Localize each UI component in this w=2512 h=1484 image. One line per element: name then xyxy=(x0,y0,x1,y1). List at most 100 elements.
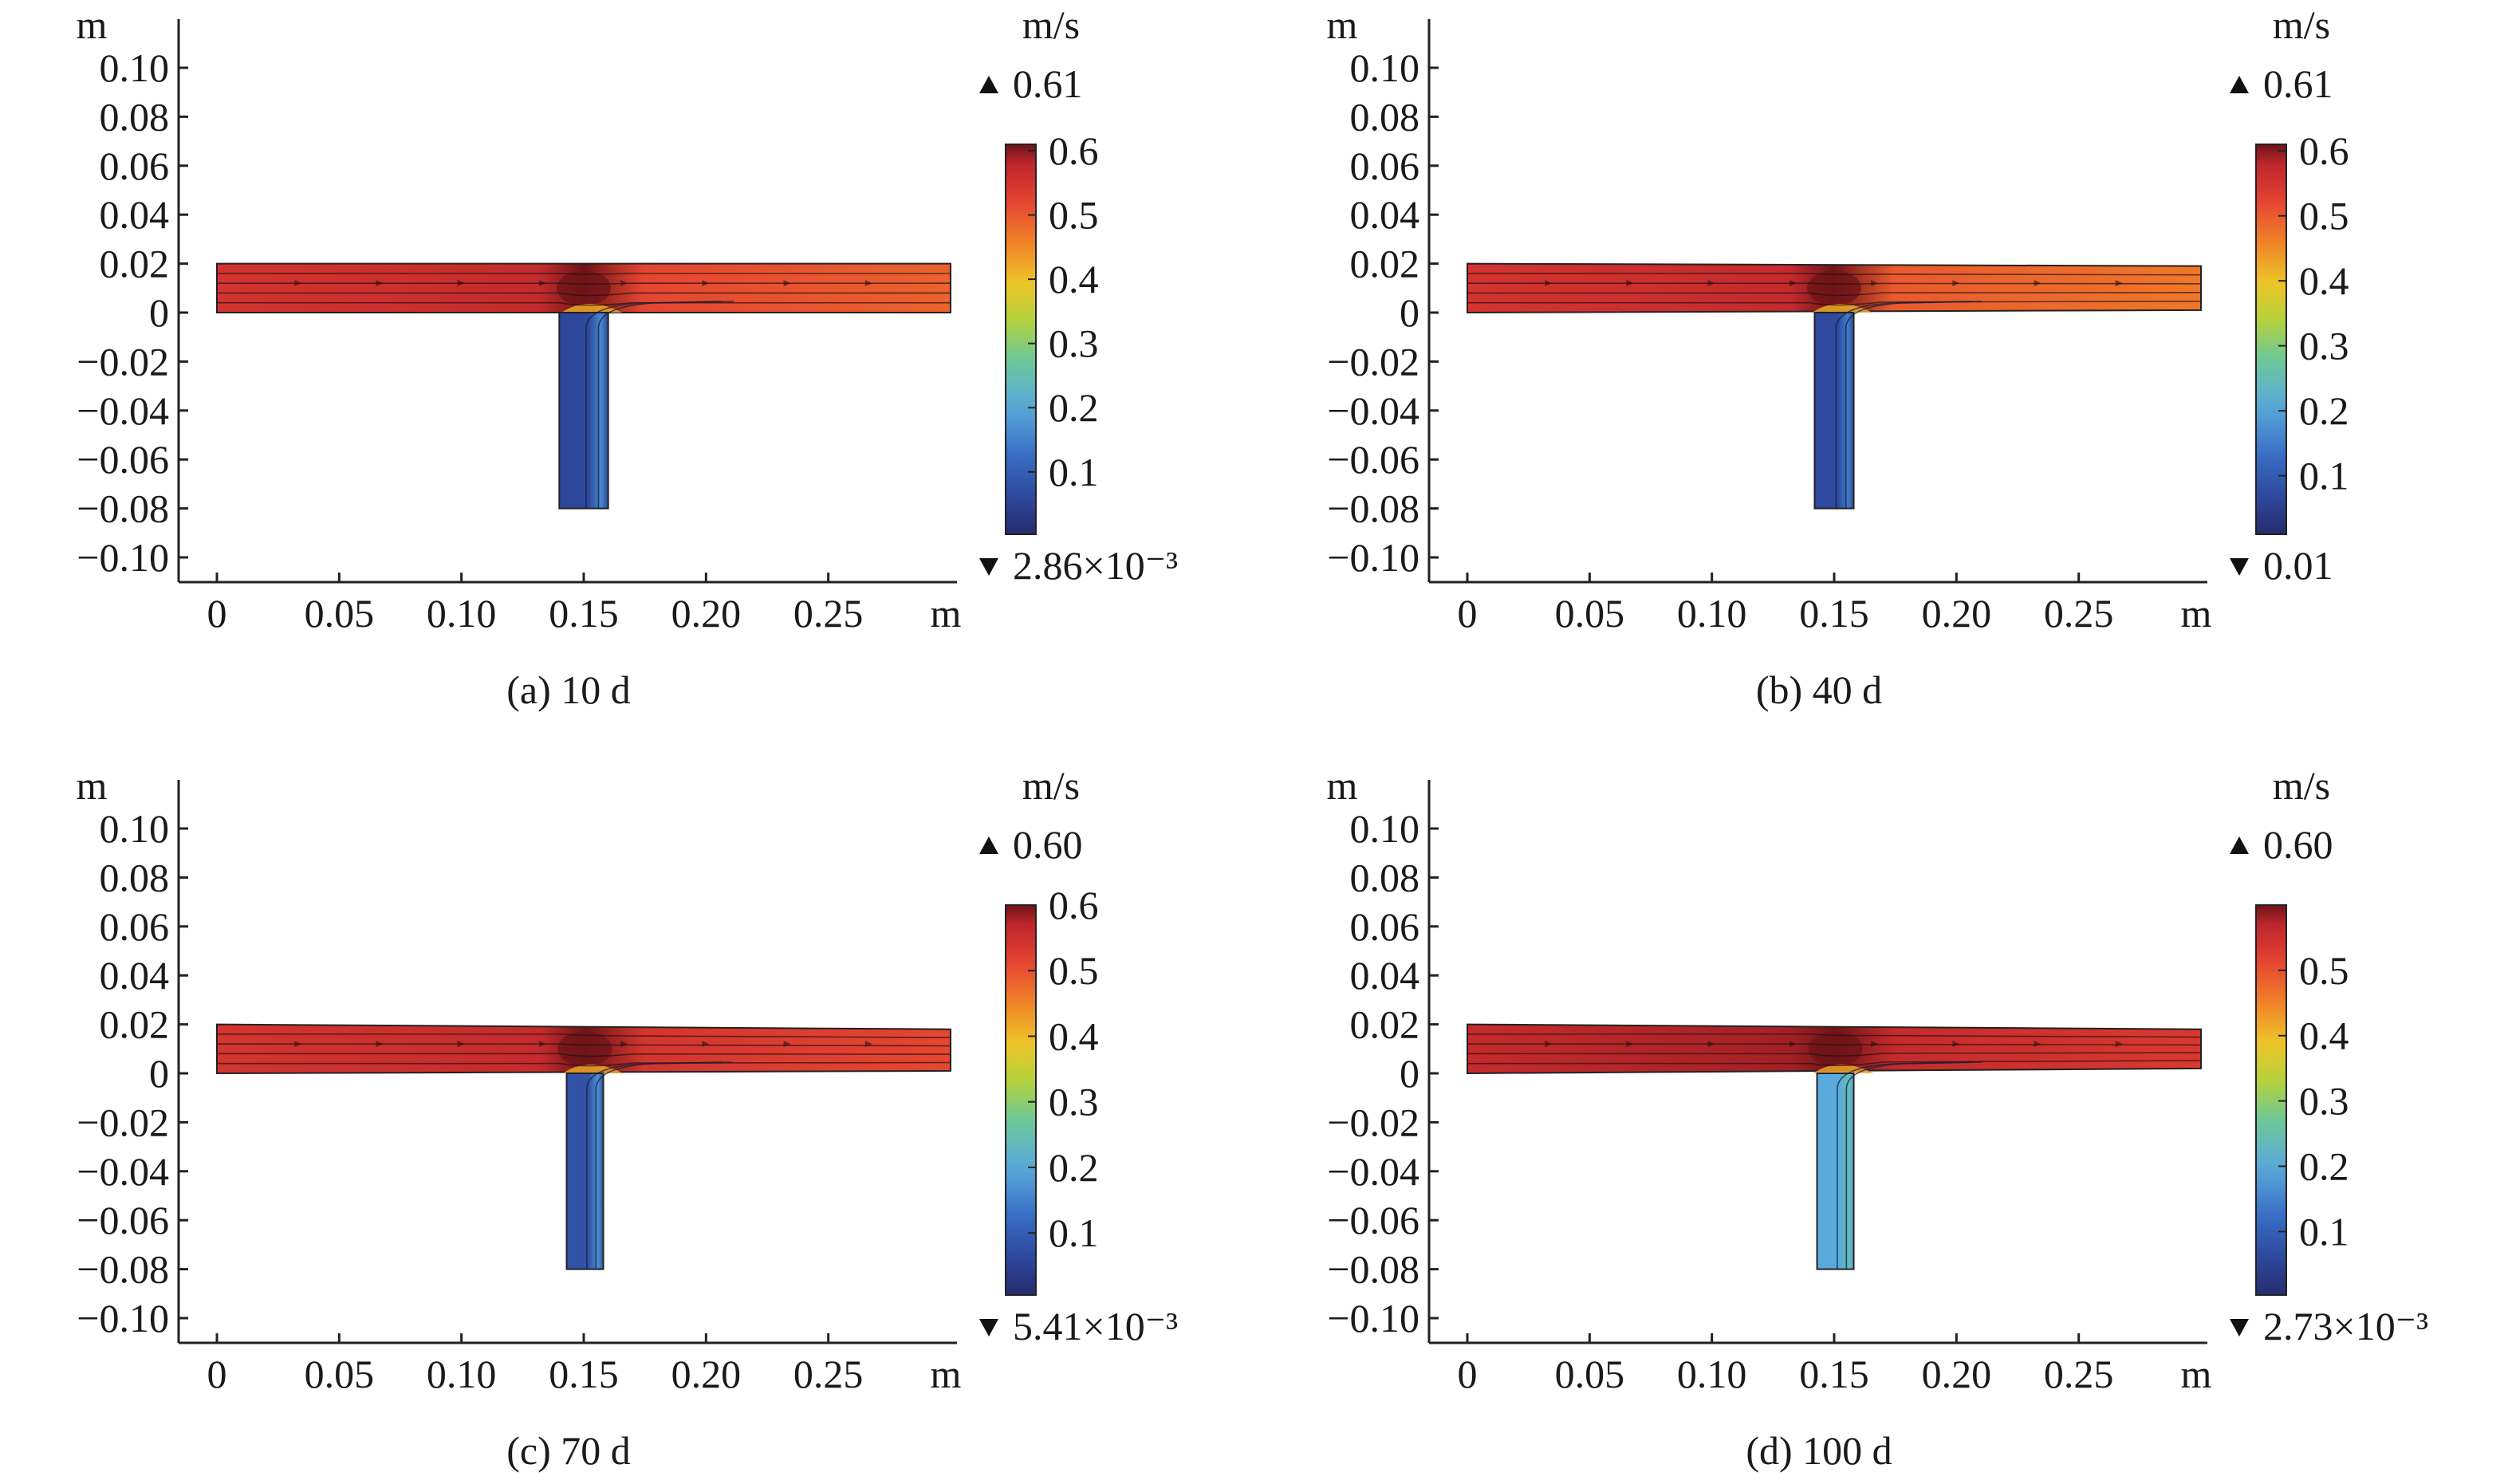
x-tick-label: 0.15 xyxy=(1799,591,1869,636)
x-tick-label: 0.10 xyxy=(1677,591,1747,636)
junction-transition-region xyxy=(562,1065,624,1073)
flow-arrow xyxy=(2034,1041,2041,1048)
y-tick-label: 0.10 xyxy=(100,45,170,90)
y-tick-label: 0.04 xyxy=(1350,192,1420,237)
y-tick-label: −0.10 xyxy=(1327,535,1419,580)
colorbar-min-label: 0.01 xyxy=(2263,543,2333,588)
streamline xyxy=(597,301,734,509)
y-tick-label: −0.04 xyxy=(77,1149,169,1194)
colorbar xyxy=(1005,144,1037,535)
flow-arrow xyxy=(538,280,546,287)
colorbar-max-label: 0.60 xyxy=(1013,822,1083,867)
colorbar-tick-label: 0.3 xyxy=(2299,324,2349,368)
streamline xyxy=(1467,1043,2202,1046)
colorbar-tick-label: 0.4 xyxy=(1049,1014,1099,1058)
colorbar-tick-label: 0.6 xyxy=(1049,128,1099,173)
colorbar-tick-label: 0.1 xyxy=(2299,1209,2349,1254)
x-axis-unit: m xyxy=(2181,1352,2212,1396)
y-tick-label: −0.04 xyxy=(1327,388,1419,433)
y-tick-label: 0.10 xyxy=(1350,806,1420,851)
flow-arrow xyxy=(864,1041,872,1048)
colorbar-tick-label: 0.3 xyxy=(1049,321,1099,366)
colorbar-tick-label: 0.5 xyxy=(2299,948,2349,993)
y-tick-label: 0.08 xyxy=(100,855,170,899)
x-tick-label: 0.15 xyxy=(549,591,619,636)
x-tick-label: 0.20 xyxy=(671,1352,742,1396)
streamline xyxy=(1467,282,2202,285)
x-tick-label: 0.05 xyxy=(1555,591,1625,636)
x-tick-label: 0.20 xyxy=(671,591,742,636)
y-tick-label: 0.06 xyxy=(100,144,170,188)
y-tick-label: −0.10 xyxy=(77,1296,169,1340)
y-tick-label: 0.08 xyxy=(1350,94,1420,139)
colorbar-tick-label: 0.2 xyxy=(2299,388,2349,433)
panel-caption: (c) 70 d xyxy=(506,1428,631,1473)
y-tick-label: −0.04 xyxy=(1327,1149,1419,1194)
streamline xyxy=(217,1061,951,1067)
colorbar-unit: m/s xyxy=(1022,763,1080,808)
colorbar-tick-label: 0.2 xyxy=(2299,1144,2349,1188)
y-tick-label: −0.08 xyxy=(77,486,169,531)
colorbar-min-label: 2.86×10⁻³ xyxy=(1013,543,1178,588)
y-tick-label: 0 xyxy=(1400,290,1419,335)
x-axis-unit: m xyxy=(931,1352,962,1396)
y-tick-label: −0.04 xyxy=(77,388,169,433)
flow-arrow xyxy=(1871,280,1879,287)
colorbar xyxy=(2255,144,2287,535)
y-tick-label: −0.02 xyxy=(77,1100,169,1144)
junction-peak-region xyxy=(557,270,612,306)
max-triangle-icon xyxy=(979,76,998,93)
colorbar-tick-label: 0.3 xyxy=(1049,1080,1099,1124)
y-tick-label: −0.06 xyxy=(1327,1198,1419,1242)
y-tick-label: −0.08 xyxy=(1327,1247,1419,1292)
flow-arrow xyxy=(1626,1041,1634,1048)
min-triangle-icon xyxy=(2230,1319,2249,1336)
x-tick-label: 0 xyxy=(1458,591,1478,636)
colorbar-max-label: 0.60 xyxy=(2263,822,2333,867)
flow-arrow xyxy=(702,1041,710,1048)
colorbar xyxy=(2255,904,2287,1296)
x-tick-label: 0.25 xyxy=(2044,1352,2114,1396)
y-tick-label: −0.08 xyxy=(1327,486,1419,531)
y-tick-label: 0.02 xyxy=(1350,1002,1420,1047)
flow-arrow xyxy=(538,1041,546,1048)
colorbar-unit: m/s xyxy=(2273,2,2330,47)
y-axis-unit: m xyxy=(77,2,108,47)
colorbar-tick-label: 0.3 xyxy=(2299,1079,2349,1124)
panel-caption: (b) 40 d xyxy=(1756,667,1882,712)
x-tick-label: 0.15 xyxy=(549,1352,619,1396)
streamline xyxy=(586,1061,722,1269)
colorbar-tick-label: 0.6 xyxy=(2299,128,2349,173)
streamline xyxy=(595,1061,732,1269)
flow-arrow xyxy=(620,280,628,287)
colorbar-tick-label: 0.2 xyxy=(1049,385,1099,430)
y-tick-label: 0.04 xyxy=(1350,953,1420,998)
flow-arrow xyxy=(702,280,710,287)
y-tick-label: 0.02 xyxy=(100,1002,170,1047)
branch-channel-field xyxy=(558,312,609,510)
streamline xyxy=(217,1053,951,1057)
colorbar-unit: m/s xyxy=(2273,763,2330,808)
x-tick-label: 0.10 xyxy=(427,591,497,636)
streamline xyxy=(1835,301,1972,509)
streamline xyxy=(1467,273,2202,276)
x-axis-unit: m xyxy=(931,591,962,636)
flow-arrow xyxy=(620,1041,628,1048)
flow-arrow xyxy=(1789,280,1797,287)
flow-arrow xyxy=(1952,1041,1960,1048)
y-tick-label: 0.04 xyxy=(100,953,170,998)
colorbar-tick-label: 0.4 xyxy=(1049,257,1099,301)
flow-arrow xyxy=(1626,280,1634,287)
streamline xyxy=(1467,301,2202,306)
colorbar-tick-label: 0.5 xyxy=(2299,194,2349,238)
junction-transition-region xyxy=(1812,304,1873,313)
panel-d: 0.100.080.060.040.020−0.02−0.04−0.06−0.0… xyxy=(1327,763,2429,1473)
flow-arrow xyxy=(1707,280,1715,287)
x-tick-label: 0.05 xyxy=(305,1352,375,1396)
x-tick-label: 0.20 xyxy=(1922,1352,1992,1396)
flow-arrow xyxy=(864,280,872,287)
flow-arrow xyxy=(1871,1041,1879,1048)
flow-arrow xyxy=(783,1041,791,1048)
x-tick-label: 0 xyxy=(207,591,227,636)
